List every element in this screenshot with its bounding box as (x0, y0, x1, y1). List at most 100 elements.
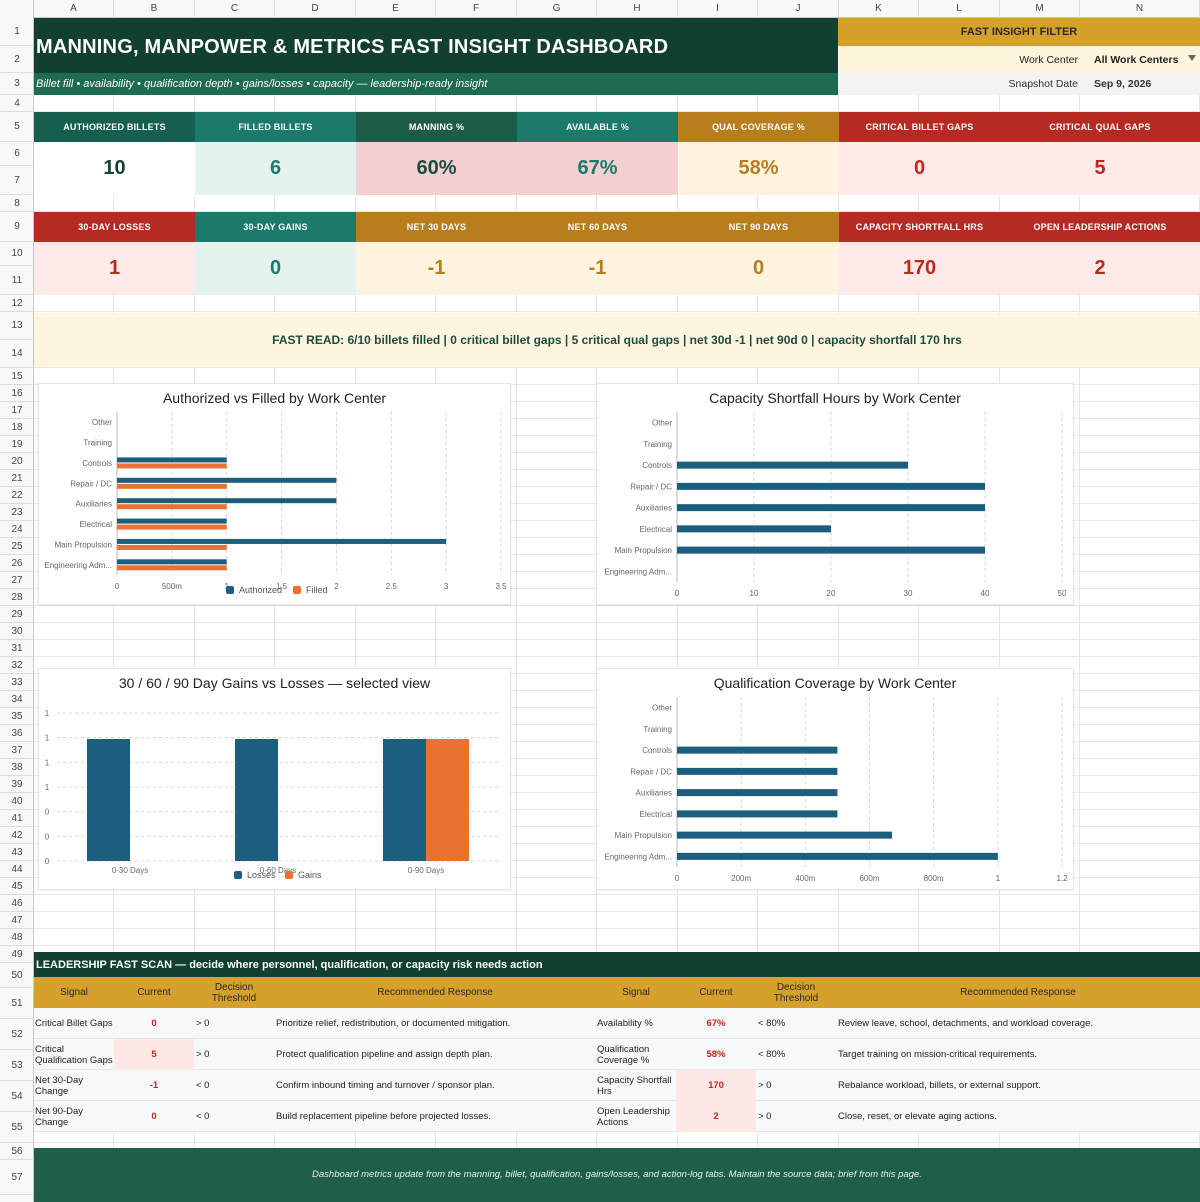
column-header[interactable]: C (195, 0, 275, 18)
column-header[interactable]: L (919, 0, 1000, 18)
row-header[interactable]: 5 (0, 112, 34, 142)
signal-cell: Qualification Coverage % (597, 1043, 650, 1066)
row-header[interactable]: 21 (0, 470, 34, 487)
signal-cell: Critical Qualification Gaps (35, 1043, 113, 1066)
row-header[interactable]: 15 (0, 368, 34, 385)
row-header[interactable]: 36 (0, 725, 34, 742)
row-header[interactable]: 57 (0, 1160, 34, 1195)
row-header[interactable]: 35 (0, 708, 34, 725)
row-header[interactable]: 3 (0, 73, 34, 95)
row-header[interactable]: 20 (0, 453, 34, 470)
row-header[interactable]: 52 (0, 1019, 34, 1050)
authorized-vs-filled-chart[interactable]: Authorized vs Filled by Work Center 0 500… (38, 383, 511, 605)
row-header[interactable]: 30 (0, 623, 34, 640)
row-header[interactable]: 48 (0, 929, 34, 946)
row-header[interactable]: 31 (0, 640, 34, 657)
select-all-corner[interactable] (0, 0, 34, 18)
row-header[interactable]: 46 (0, 895, 34, 912)
row-header[interactable]: 56 (0, 1143, 34, 1160)
row-header[interactable]: 25 (0, 538, 34, 555)
row-header[interactable]: 7 (0, 166, 34, 195)
qualification-coverage-chart[interactable]: Qualification Coverage by Work Center 0 2… (596, 668, 1074, 890)
response-cell: Protect qualification pipeline and assig… (276, 1049, 493, 1060)
snapshot-date-label: Snapshot Date (1008, 78, 1078, 90)
y-tick-label: Main Propulsion (615, 831, 672, 840)
legend-gains[interactable]: Gains (285, 870, 322, 880)
work-center-filter[interactable]: Work Center All Work Centers (838, 46, 1200, 73)
row-header[interactable]: 22 (0, 487, 34, 504)
table-row: Net 90-Day Change 0 < 0 Build replacement p… (34, 1101, 1200, 1132)
row-header[interactable]: 49 (0, 946, 34, 963)
legend-filled[interactable]: Filled (293, 585, 328, 595)
column-header[interactable]: D (275, 0, 356, 18)
row-header[interactable]: 53 (0, 1050, 34, 1081)
row-header[interactable]: 58 (0, 1195, 34, 1202)
row-header[interactable]: 41 (0, 810, 34, 827)
snapshot-date-value[interactable]: Sep 9, 2026 (1094, 78, 1152, 90)
gains-vs-losses-chart[interactable]: 30 / 60 / 90 Day Gains vs Losses — selec… (38, 668, 511, 890)
row-header[interactable]: 19 (0, 436, 34, 453)
column-header[interactable]: B (114, 0, 195, 18)
row-header[interactable]: 29 (0, 606, 34, 623)
row-header[interactable]: 51 (0, 988, 34, 1019)
chevron-down-icon[interactable] (1188, 55, 1196, 61)
row-header[interactable]: 6 (0, 142, 34, 166)
row-header[interactable]: 8 (0, 195, 34, 212)
column-header[interactable]: K (839, 0, 919, 18)
row-header[interactable]: 26 (0, 555, 34, 572)
row-header[interactable]: 38 (0, 759, 34, 776)
row-header[interactable]: 13 (0, 312, 34, 340)
row-header[interactable]: 10 (0, 242, 34, 266)
work-center-select[interactable]: All Work Centers (1094, 54, 1179, 66)
row-header[interactable]: 33 (0, 674, 34, 691)
row-header[interactable]: 40 (0, 793, 34, 810)
fast-scan-column-headers: Signal Current Decision Threshold Recomm… (34, 977, 1200, 1008)
row-header[interactable]: 37 (0, 742, 34, 759)
column-header[interactable]: G (517, 0, 597, 18)
chart-title: Capacity Shortfall Hours by Work Center (709, 390, 961, 406)
row-header[interactable]: 28 (0, 589, 34, 606)
column-header[interactable]: I (678, 0, 758, 18)
row-header[interactable]: 27 (0, 572, 34, 589)
row-header[interactable]: 39 (0, 776, 34, 793)
capacity-shortfall-chart[interactable]: Capacity Shortfall Hours by Work Center … (596, 383, 1074, 605)
column-header[interactable]: H (597, 0, 678, 18)
column-header[interactable]: E (356, 0, 436, 18)
column-header[interactable]: M (1000, 0, 1080, 18)
kpi-value: 60% (356, 142, 517, 195)
row-header[interactable]: 17 (0, 402, 34, 419)
row-header[interactable]: 1 (0, 18, 34, 46)
row-header[interactable]: 47 (0, 912, 34, 929)
y-tick-label: 0 (45, 832, 50, 841)
legend-authorized[interactable]: Authorized (226, 585, 282, 595)
row-header[interactable]: 43 (0, 844, 34, 861)
row-header[interactable]: 23 (0, 504, 34, 521)
row-header[interactable]: 45 (0, 878, 34, 895)
row-header[interactable]: 9 (0, 212, 34, 242)
row-header[interactable]: 4 (0, 95, 34, 112)
row-header[interactable]: 2 (0, 46, 34, 73)
row-header[interactable]: 34 (0, 691, 34, 708)
y-tick-label: Controls (642, 746, 672, 755)
row-header[interactable]: 16 (0, 385, 34, 402)
row-header[interactable]: 44 (0, 861, 34, 878)
column-header[interactable]: J (758, 0, 839, 18)
y-tick-label: Electrical (640, 525, 673, 534)
row-header[interactable]: 50 (0, 963, 34, 988)
row-header[interactable]: 14 (0, 340, 34, 368)
row-header[interactable]: 12 (0, 295, 34, 312)
column-header[interactable]: N (1080, 0, 1200, 18)
row-header[interactable]: 32 (0, 657, 34, 674)
column-header[interactable]: F (436, 0, 517, 18)
bar (677, 831, 892, 839)
legend-losses[interactable]: Losses (234, 870, 276, 880)
row-header[interactable]: 11 (0, 266, 34, 295)
row-header[interactable]: 54 (0, 1081, 34, 1112)
threshold-cell: < 0 (196, 1111, 210, 1122)
row-header[interactable]: 42 (0, 827, 34, 844)
row-header[interactable]: 18 (0, 419, 34, 436)
row-header[interactable]: 55 (0, 1112, 34, 1143)
column-header[interactable]: A (34, 0, 114, 18)
row-header[interactable]: 24 (0, 521, 34, 538)
x-tick-label: 50 (1058, 589, 1067, 598)
